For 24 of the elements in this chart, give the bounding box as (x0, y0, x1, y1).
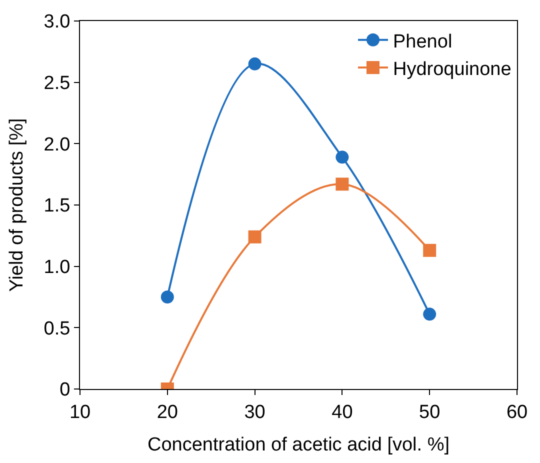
point (336, 150, 349, 164)
x-tick-label: 50 (419, 402, 440, 423)
legend-label: Phenol (393, 31, 452, 52)
y-axis-title: Yield of products [%] (6, 118, 28, 292)
point (336, 178, 349, 191)
x-tick-label: 60 (506, 402, 528, 423)
y-tick-label: 2.5 (44, 72, 70, 94)
y-tick-label: 0 (60, 380, 70, 401)
y-tick-label: 1.0 (44, 256, 70, 278)
y-tick-label: 0.5 (44, 318, 70, 340)
point (423, 244, 436, 257)
x-axis-title: Concentration of acetic acid [vol. %] (147, 434, 450, 456)
x-tick-label: 20 (156, 402, 178, 423)
point (423, 308, 436, 321)
y-tick-label: 1.5 (44, 196, 70, 217)
x-tick-label: 30 (244, 402, 266, 423)
x-tick-label: 10 (69, 402, 91, 423)
point (248, 57, 262, 70)
point (248, 230, 262, 244)
y-tick-label: 3.0 (44, 12, 70, 33)
y-tick-label: 2.0 (44, 134, 70, 156)
point (160, 290, 174, 304)
legend-label: Hydroquinone (393, 58, 512, 80)
x-tick-label: 40 (332, 402, 353, 423)
